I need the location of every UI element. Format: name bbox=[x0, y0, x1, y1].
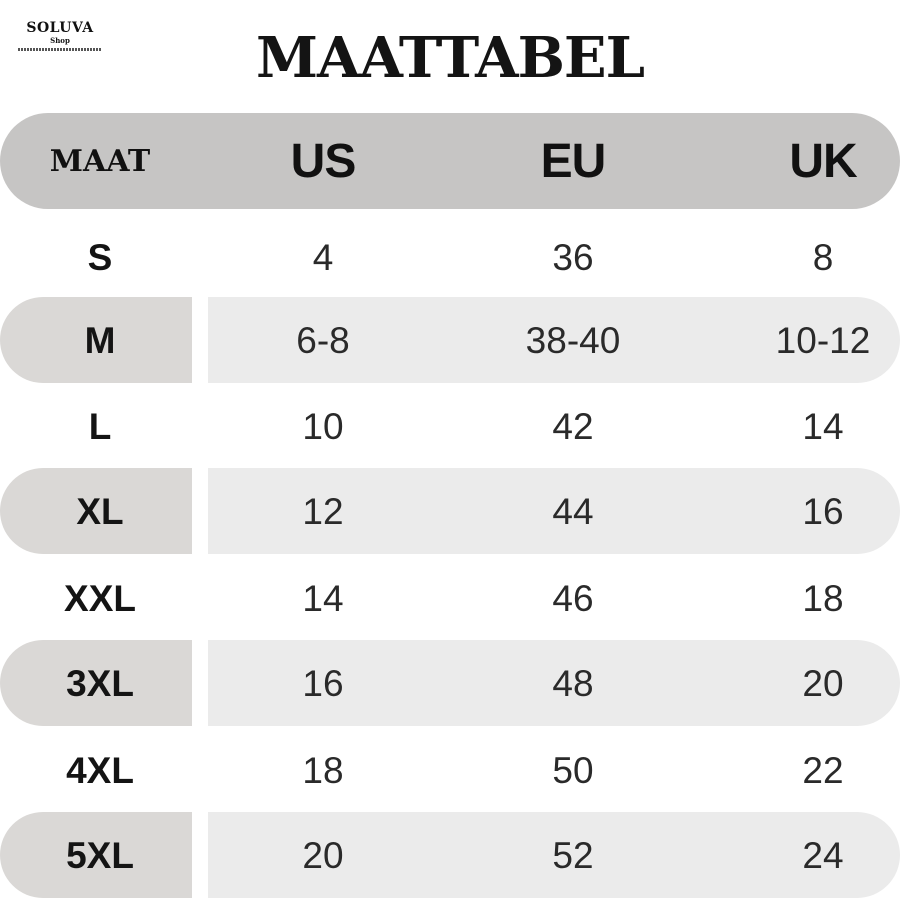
cell-uk: 14 bbox=[802, 406, 844, 447]
cell-us: 16 bbox=[302, 663, 344, 704]
row-band-values bbox=[208, 812, 900, 898]
header-uk: UK bbox=[789, 135, 857, 188]
cell-eu: 48 bbox=[552, 663, 594, 704]
cell-size: M bbox=[84, 320, 116, 361]
cell-uk: 24 bbox=[802, 835, 844, 876]
cell-size: XL bbox=[76, 491, 124, 532]
cell-us: 12 bbox=[302, 491, 344, 532]
cell-uk: 8 bbox=[812, 237, 834, 278]
row-band-size bbox=[0, 297, 192, 383]
table-row: XL 12 44 16 bbox=[0, 468, 900, 554]
cell-us: 10 bbox=[302, 406, 344, 447]
cell-size: 4XL bbox=[66, 750, 134, 791]
cell-eu: 46 bbox=[552, 578, 594, 619]
cell-us: 6-8 bbox=[296, 320, 350, 361]
cell-uk: 18 bbox=[802, 578, 844, 619]
cell-us: 4 bbox=[312, 237, 334, 278]
logo-tagline-mark bbox=[18, 48, 102, 51]
page-title: MAATTABEL bbox=[256, 25, 645, 91]
cell-size: 5XL bbox=[66, 835, 134, 876]
header-size: MAAT bbox=[49, 144, 151, 179]
cell-eu: 38-40 bbox=[525, 320, 621, 361]
table-row: L 10 42 14 bbox=[0, 383, 900, 469]
cell-uk: 20 bbox=[802, 663, 844, 704]
cell-size: L bbox=[88, 406, 112, 447]
table-row: XXL 14 46 18 bbox=[0, 555, 900, 641]
cell-eu: 52 bbox=[552, 835, 594, 876]
cell-eu: 50 bbox=[552, 750, 594, 791]
cell-uk: 10-12 bbox=[775, 320, 871, 361]
cell-uk: 16 bbox=[802, 491, 844, 532]
header-us: US bbox=[290, 135, 357, 188]
table-row: 5XL 20 52 24 bbox=[0, 812, 900, 898]
logo-name: SOLUVA bbox=[26, 20, 94, 36]
cell-eu: 42 bbox=[552, 406, 594, 447]
cell-us: 14 bbox=[302, 578, 344, 619]
table-row: S 4 36 8 bbox=[0, 214, 900, 300]
row-band-values bbox=[208, 640, 900, 726]
header-eu: EU bbox=[540, 135, 607, 188]
row-band-values bbox=[208, 297, 900, 383]
table-row: 4XL 18 50 22 bbox=[0, 727, 900, 813]
cell-uk: 22 bbox=[802, 750, 844, 791]
table-header: MAAT US EU UK bbox=[0, 113, 900, 209]
cell-size: S bbox=[87, 237, 113, 278]
logo-sub: Shop bbox=[50, 36, 70, 45]
row-band-size bbox=[0, 468, 192, 554]
cell-eu: 44 bbox=[552, 491, 594, 532]
cell-us: 18 bbox=[302, 750, 344, 791]
row-band-values bbox=[208, 468, 900, 554]
cell-us: 20 bbox=[302, 835, 344, 876]
brand-logo: SOLUVA Shop bbox=[14, 20, 106, 51]
row-band-size bbox=[0, 812, 192, 898]
row-band-size bbox=[0, 640, 192, 726]
cell-eu: 36 bbox=[552, 237, 594, 278]
cell-size: XXL bbox=[64, 578, 136, 619]
table-row: M 6-8 38-40 10-12 bbox=[0, 297, 900, 383]
table-row: 3XL 16 48 20 bbox=[0, 640, 900, 726]
cell-size: 3XL bbox=[66, 663, 134, 704]
